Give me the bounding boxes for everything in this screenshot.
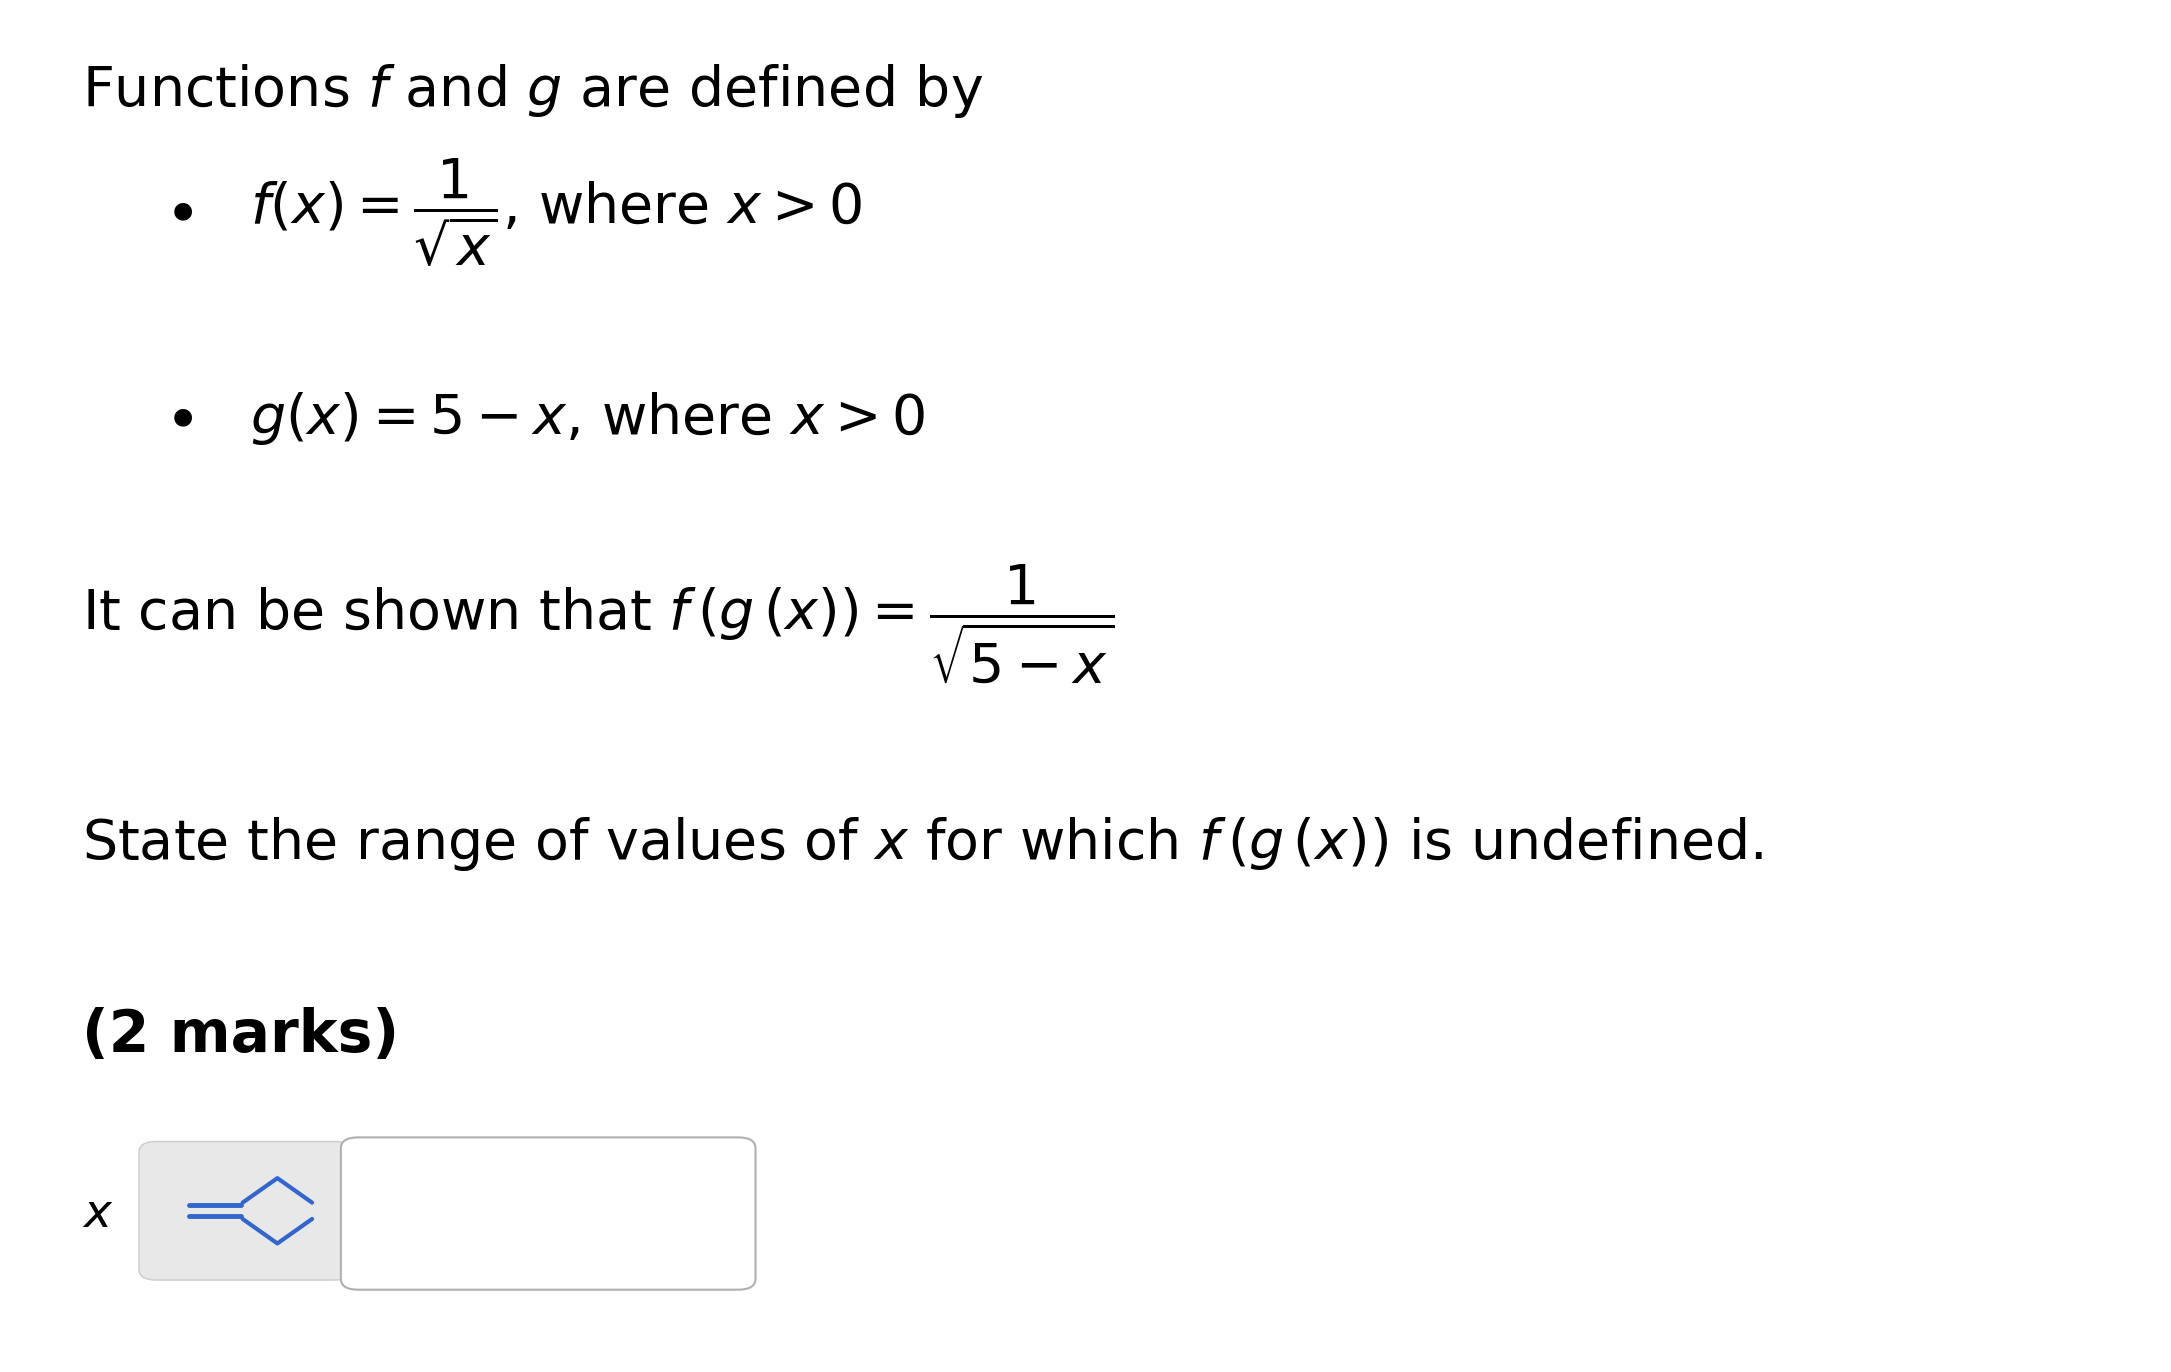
Text: (2 marks): (2 marks)	[82, 1007, 399, 1065]
Text: $f(x) = \dfrac{1}{\sqrt{x}}$, where $x > 0$: $f(x) = \dfrac{1}{\sqrt{x}}$, where $x >…	[250, 156, 862, 269]
FancyBboxPatch shape	[139, 1142, 352, 1280]
Text: $\bullet$: $\bullet$	[163, 388, 193, 449]
Text: Functions $f$ and $g$ are defined by: Functions $f$ and $g$ are defined by	[82, 62, 983, 119]
Text: $g(x) = 5 - x$, where $x > 0$: $g(x) = 5 - x$, where $x > 0$	[250, 390, 925, 447]
Text: $\bullet$: $\bullet$	[163, 182, 193, 243]
Text: $x$: $x$	[82, 1192, 115, 1236]
Text: It can be shown that $f\,(g\,(x)) = \dfrac{1}{\sqrt{5-x}}$: It can be shown that $f\,(g\,(x)) = \dfr…	[82, 563, 1114, 686]
FancyBboxPatch shape	[341, 1137, 756, 1290]
Text: State the range of values of $x$ for which $f\,(g\,(x))$ is undefined.: State the range of values of $x$ for whi…	[82, 815, 1763, 873]
